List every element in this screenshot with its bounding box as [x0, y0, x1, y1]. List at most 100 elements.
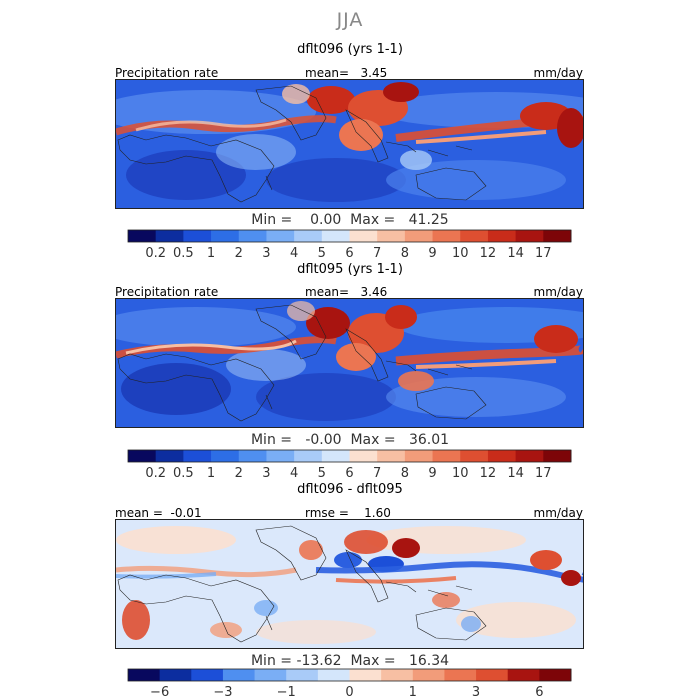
colorbar-swatch: [432, 230, 461, 242]
colorbar-tick-label: 1: [409, 685, 417, 700]
colorbar-swatch: [191, 669, 224, 681]
panel-3-colorbar-svg: −6 −3 −1 0 1 3 6: [127, 668, 572, 700]
colorbar-swatch: [159, 669, 192, 681]
colorbar-swatch: [183, 450, 212, 462]
panel-1-map: [115, 79, 584, 209]
colorbar-swatch: [155, 450, 184, 462]
panel-2-mean-label: mean= 3.46: [305, 285, 388, 299]
panel-1-colorbar-svg: 0.2 0.5 1 2 3 4 5 6 7 8 9 10 12 14 17: [127, 229, 572, 261]
colorbar-swatch: [515, 450, 544, 462]
colorbar-tick-label: 1: [207, 466, 215, 481]
colorbar-swatch: [404, 450, 434, 462]
colorbar-tick-label: 8: [401, 466, 409, 481]
colorbar-tick-label: 17: [535, 246, 552, 261]
colorbar-tick-label: 9: [428, 246, 436, 261]
colorbar-swatch: [321, 450, 350, 462]
panel-3-units-label: mm/day: [533, 506, 584, 520]
colorbar-tick-label: 12: [480, 466, 497, 481]
colorbar-tick-label: 14: [507, 466, 524, 481]
colorbar-tick-label: −3: [213, 685, 232, 700]
panel-3-colorbar: −6 −3 −1 0 1 3 6: [127, 668, 572, 700]
colorbar-swatch: [487, 450, 517, 462]
panel-3-mean-label: mean = -0.01: [115, 506, 202, 520]
colorbar-swatch: [539, 669, 572, 681]
panel-2-map: [115, 298, 584, 428]
panel-3-rmse-label: rmse = 1.60: [305, 506, 391, 520]
colorbar-swatch: [444, 669, 477, 681]
panel-1-mean-label: mean= 3.45: [305, 66, 388, 80]
colorbar-swatch: [211, 230, 240, 242]
panel-1-colorbar: 0.2 0.5 1 2 3 4 5 6 7 8 9 10 12 14 17: [127, 229, 572, 261]
panel-1-map-field: [116, 80, 583, 208]
colorbar-tick-label: 10: [452, 466, 469, 481]
colorbar-swatch: [349, 450, 378, 462]
panel-2-map-field: [116, 299, 583, 427]
colorbar-tick-label: 0: [345, 685, 353, 700]
colorbar-tick-label: 9: [428, 466, 436, 481]
colorbar-swatch: [238, 450, 267, 462]
season-title: JJA: [336, 9, 364, 31]
colorbar-swatch: [286, 669, 319, 681]
colorbar-tick-label: 2: [235, 246, 243, 261]
panel-3-map: [115, 519, 584, 649]
colorbar-swatch: [254, 669, 287, 681]
colorbar-tick-label: 3: [472, 685, 480, 700]
colorbar-swatch: [222, 669, 256, 681]
colorbar-swatch: [183, 230, 212, 242]
colorbar-swatch: [432, 450, 461, 462]
colorbar-tick-label: 5: [318, 246, 326, 261]
colorbar-tick-label: 0.2: [145, 466, 166, 481]
colorbar-swatch: [543, 230, 572, 242]
panel-2-colorbar-svg: 0.2 0.5 1 2 3 4 5 6 7 8 9 10 12 14 17: [127, 449, 572, 481]
colorbar-tick-label: 7: [373, 466, 381, 481]
colorbar-tick-label: 3: [262, 466, 270, 481]
colorbar-swatch: [487, 230, 517, 242]
colorbar-tick-label: 3: [262, 246, 270, 261]
colorbar-swatch: [515, 230, 544, 242]
colorbar-tick-label: 14: [507, 246, 524, 261]
colorbar-swatch: [507, 669, 540, 681]
colorbar-swatch: [476, 669, 509, 681]
colorbar-swatch: [294, 230, 323, 242]
panel-2-units-label: mm/day: [533, 285, 584, 299]
panel-3-title: dflt096 - dflt095: [297, 482, 403, 497]
colorbar-tick-label: 6: [535, 685, 543, 700]
colorbar-tick-label: 0.5: [173, 246, 194, 261]
colorbar-swatch: [317, 669, 350, 681]
colorbar-tick-label: 12: [480, 246, 497, 261]
panel-3-map-field: [116, 520, 583, 648]
colorbar-tick-label: −1: [277, 685, 296, 700]
colorbar-tick-label: 6: [345, 466, 353, 481]
colorbar-border: [127, 668, 572, 682]
panel-1-title: dflt096 (yrs 1-1): [297, 42, 403, 57]
colorbar-swatch: [211, 450, 240, 462]
colorbar-swatch: [460, 230, 489, 242]
colorbar-tick-label: −6: [150, 685, 169, 700]
colorbar-swatch: [266, 230, 295, 242]
colorbar-swatch: [349, 230, 378, 242]
colorbar-swatch: [349, 669, 382, 681]
panel-2-title: dflt095 (yrs 1-1): [297, 262, 403, 277]
colorbar-swatch: [404, 230, 434, 242]
panel-3-minmax: Min = -13.62 Max = 16.34: [250, 653, 450, 669]
colorbar-swatch: [377, 450, 406, 462]
colorbar-tick-label: 1: [207, 246, 215, 261]
panel-1-variable-label: Precipitation rate: [115, 66, 219, 80]
panel-2-colorbar: 0.2 0.5 1 2 3 4 5 6 7 8 9 10 12 14 17: [127, 449, 572, 481]
colorbar-swatch: [128, 230, 157, 242]
colorbar-border: [127, 229, 572, 243]
colorbar-swatch: [381, 669, 414, 681]
colorbar-tick-label: 7: [373, 246, 381, 261]
colorbar-swatch: [377, 230, 406, 242]
colorbar-tick-label: 2: [235, 466, 243, 481]
colorbar-swatch: [128, 669, 161, 681]
panel-1-minmax: Min = 0.00 Max = 41.25: [251, 212, 449, 228]
colorbar-tick-label: 4: [290, 246, 298, 261]
colorbar-tick-label: 8: [401, 246, 409, 261]
colorbar-swatch: [128, 450, 157, 462]
colorbar-tick-label: 4: [290, 466, 298, 481]
colorbar-swatch: [412, 669, 445, 681]
colorbar-tick-label: 10: [452, 246, 469, 261]
colorbar-tick-label: 6: [345, 246, 353, 261]
panel-2-variable-label: Precipitation rate: [115, 285, 219, 299]
